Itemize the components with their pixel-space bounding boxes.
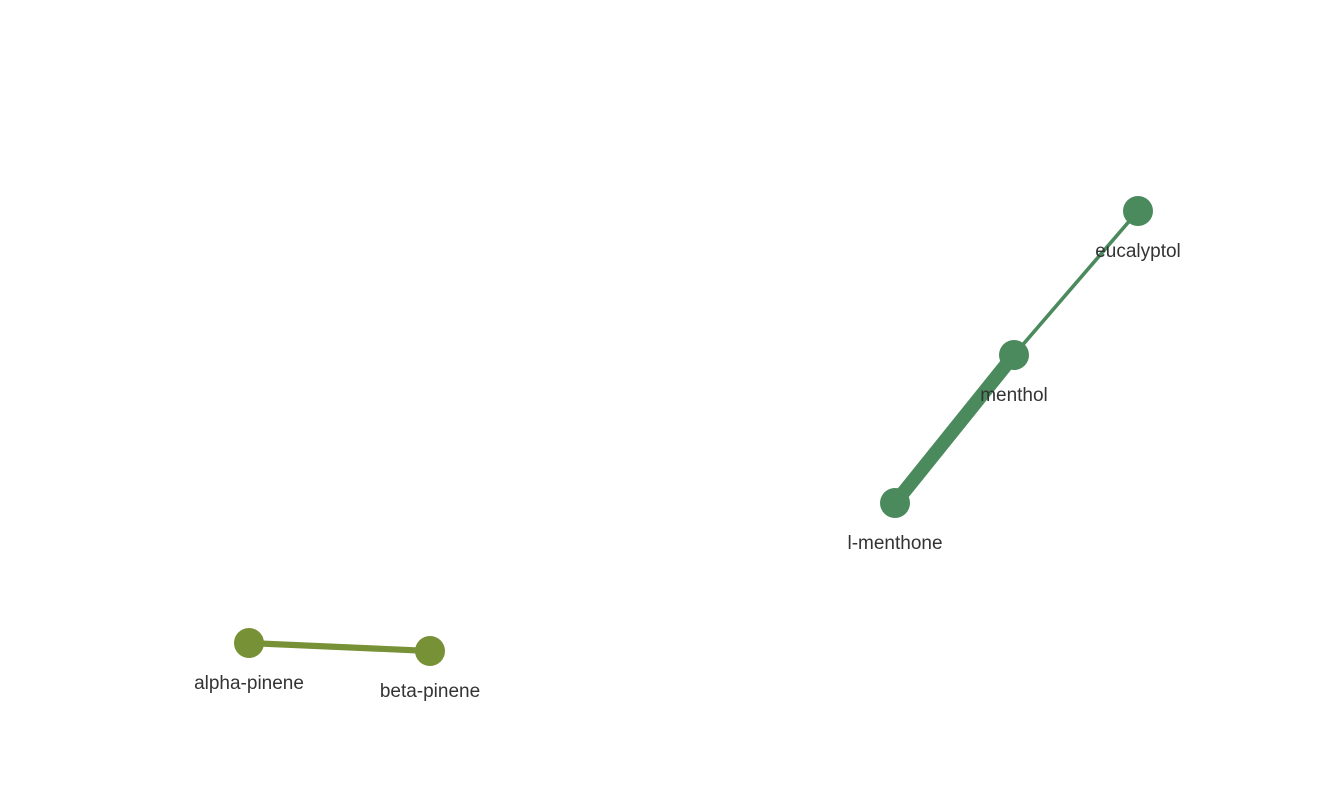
nodes-layer	[234, 196, 1153, 666]
edges-layer	[248, 209, 1140, 655]
node-menthol[interactable]	[999, 340, 1029, 370]
node-l-menthone[interactable]	[880, 488, 910, 518]
node-beta-pinene[interactable]	[415, 636, 445, 666]
node-label-menthol: menthol	[980, 385, 1048, 406]
edge-eucalyptol-menthol	[1012, 209, 1140, 357]
node-label-l-menthone: l-menthone	[847, 533, 942, 554]
node-label-alpha-pinene: alpha-pinene	[194, 673, 304, 694]
edge-menthol-l-menthone	[889, 350, 1020, 508]
edge-alpha-pinene-beta-pinene	[248, 639, 431, 655]
labels-layer: eucalyptol menthol l-menthone alpha-pinene b…	[194, 241, 1181, 702]
node-alpha-pinene[interactable]	[234, 628, 264, 658]
node-eucalyptol[interactable]	[1123, 196, 1153, 226]
node-label-eucalyptol: eucalyptol	[1095, 241, 1181, 262]
node-label-beta-pinene: beta-pinene	[380, 681, 480, 702]
